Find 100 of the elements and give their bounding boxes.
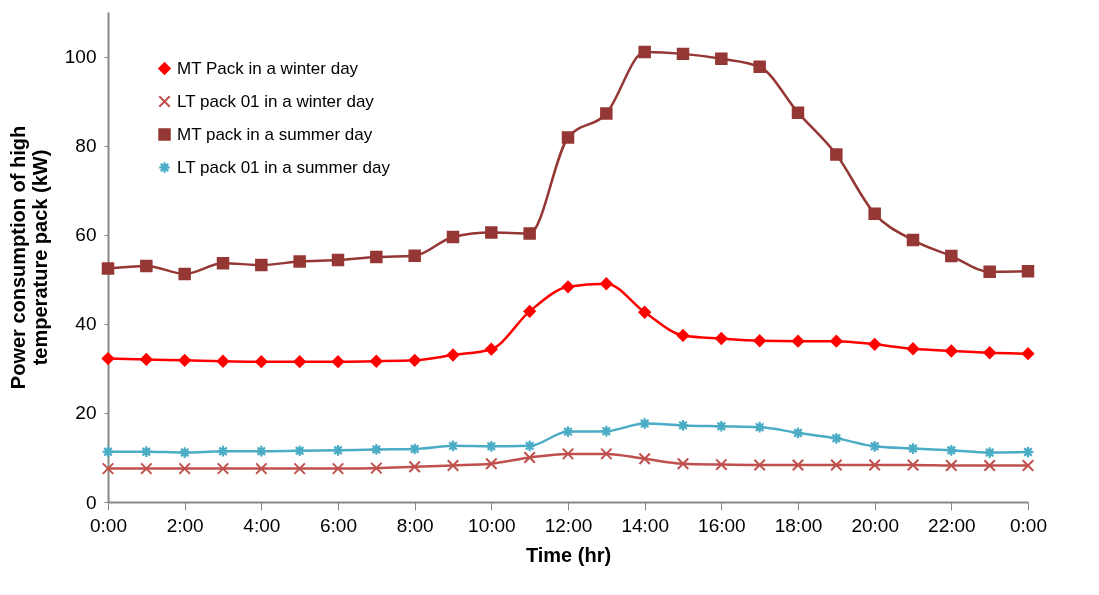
x-tick-label: 14:00 [621,514,669,536]
point [638,45,651,59]
point [216,462,230,475]
point [178,462,191,475]
point [983,346,996,360]
point [140,259,153,273]
point [408,460,421,474]
y-axis-title: Power consumption of high temperature pack (kW) [6,125,51,390]
x-tick-label: 20:00 [851,514,899,536]
point [600,107,613,120]
point [830,458,843,472]
point [676,457,690,470]
point [446,348,460,362]
point [101,352,115,365]
point [868,458,881,472]
point [101,462,115,475]
point [485,457,498,470]
x-tick-label: 18:00 [774,514,823,536]
point [906,342,920,356]
point [255,355,268,368]
point [561,447,575,461]
x-tick-label: 10:00 [468,514,516,536]
legend-label: MT pack in a summer day [177,124,373,144]
point [1021,459,1035,472]
x-tick-label: 8:00 [396,514,434,536]
y-tick-label: 0 [85,491,97,513]
point [216,354,230,368]
legend-label: LT pack 01 in a summer day [177,157,391,177]
point [600,277,613,290]
x-tick-label: 0:00 [90,514,127,536]
point [561,131,575,144]
point [906,458,920,472]
point [715,52,728,66]
point [101,262,115,275]
x-tick-label: 6:00 [320,514,357,536]
point [331,462,345,475]
point [178,354,191,367]
point [523,305,536,318]
point [600,447,613,461]
point [830,334,843,348]
point [945,344,958,358]
point [293,462,306,475]
y-tick-label: 40 [75,313,97,335]
point [370,250,383,264]
point [638,305,651,319]
point [791,334,805,348]
point [868,338,881,351]
point [523,227,536,240]
point [331,253,345,267]
point [561,280,575,294]
point [370,354,383,368]
point [830,148,843,161]
x-axis-title: Time (hr) [525,543,612,566]
point [140,353,153,366]
point [178,267,191,281]
point [791,106,805,119]
point [638,452,651,466]
y-tick-label: 80 [75,135,97,157]
point [791,458,805,472]
point [1021,265,1035,278]
point [255,258,268,272]
point [523,451,536,464]
point [753,458,766,472]
y-tick-label: 20 [75,402,97,424]
point [945,249,958,263]
point [446,230,460,244]
x-tick-label: 0:00 [1010,514,1047,536]
x-tick-label: 2:00 [166,514,204,536]
x-tick-label: 12:00 [544,514,593,536]
legend-label: LT pack 01 in a winter day [177,91,375,111]
point [255,462,268,475]
point [676,329,690,342]
point [753,334,766,347]
point [715,332,728,345]
x-tick-label: 22:00 [928,514,976,536]
x-tick-label: 16:00 [698,514,746,536]
point [1021,347,1035,360]
x-tick-label: 4:00 [243,514,281,536]
legend-label: MT Pack in a winter day [177,58,359,78]
point [983,459,996,472]
point [408,354,421,367]
point [293,355,306,368]
point [753,60,766,74]
point [370,461,383,475]
point [906,233,920,247]
y-tick-label: 100 [64,46,97,68]
point [715,458,728,471]
point [983,265,996,278]
point [945,459,958,472]
point [485,226,498,239]
point [446,459,460,472]
point [868,207,881,221]
point [676,47,690,61]
point [216,256,230,270]
point [331,355,345,368]
point [293,255,306,268]
point [408,249,421,262]
y-tick-label: 60 [75,224,97,246]
point [140,462,153,475]
point [485,342,498,356]
